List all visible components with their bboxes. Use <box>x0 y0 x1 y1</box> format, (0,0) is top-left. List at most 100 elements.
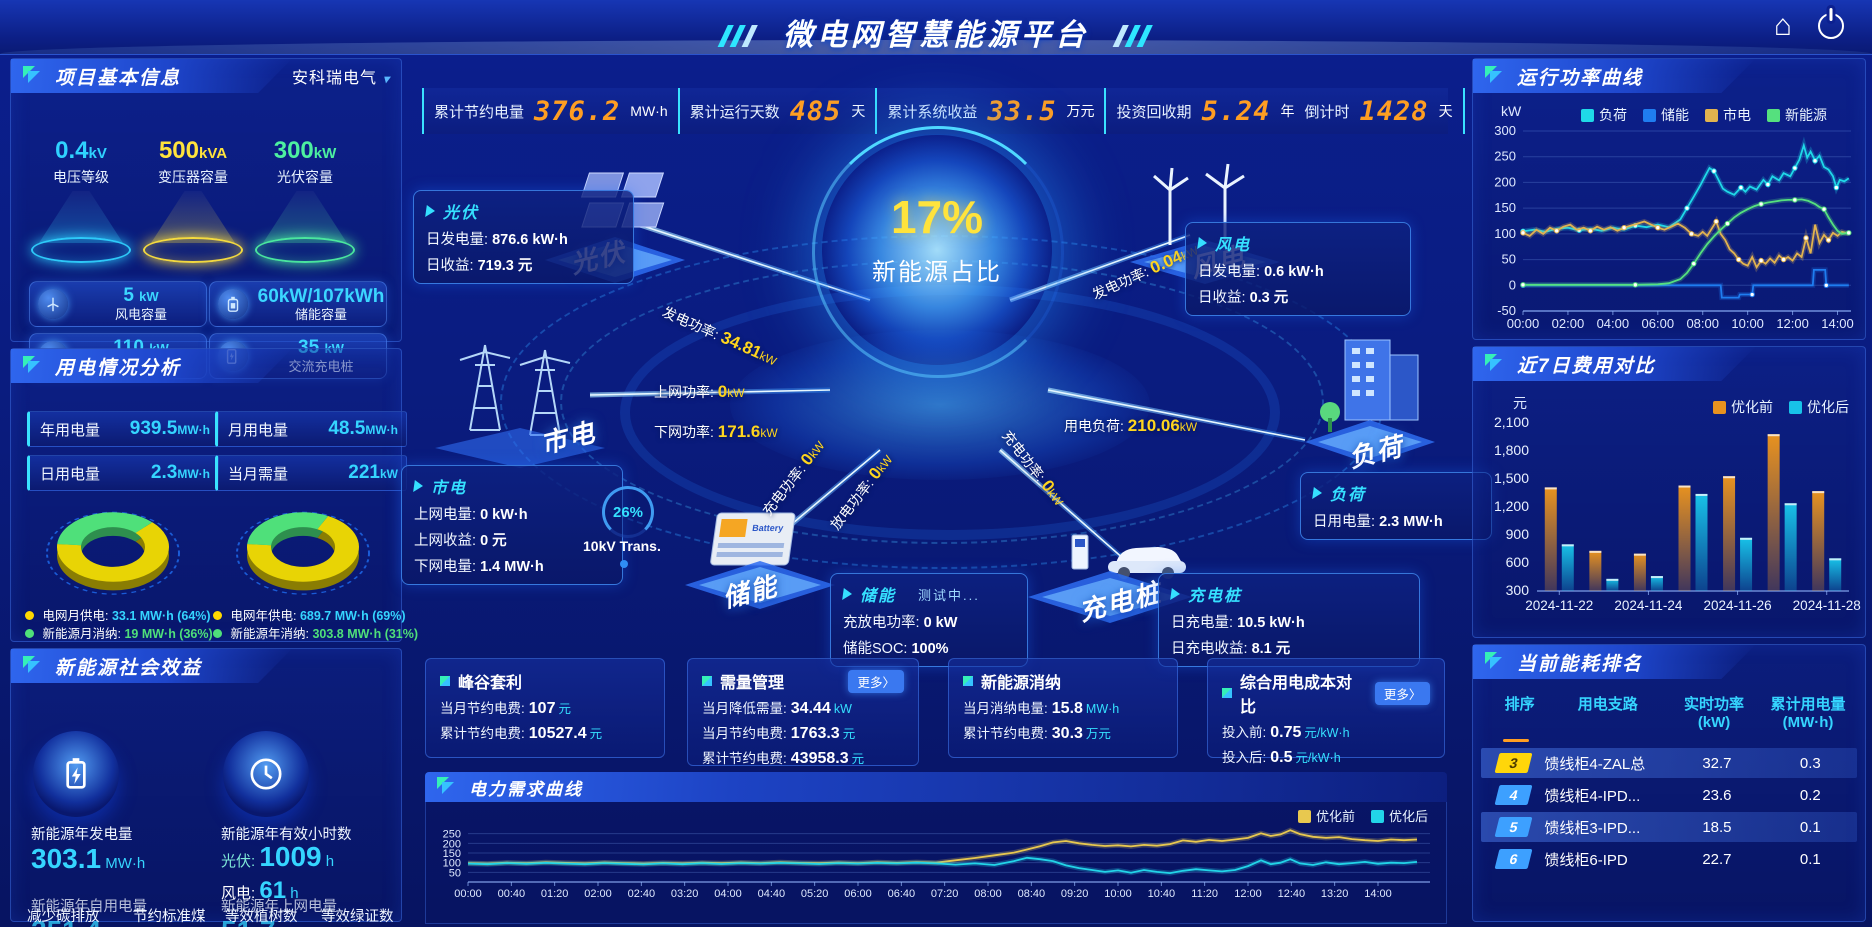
table-row[interactable]: 6 馈线柜6-IPD 22.7 0.1 <box>1481 844 1857 874</box>
benefit-label: 等效植树数 <box>225 909 298 925</box>
svg-text:05:20: 05:20 <box>801 888 829 900</box>
info-row: 日发电量: 0.6 kW·h <box>1198 264 1324 280</box>
company-dropdown[interactable]: 安科瑞电气 <box>291 70 377 87</box>
svg-text:300: 300 <box>1494 123 1516 138</box>
node-grid[interactable] <box>430 320 610 470</box>
panel-title: 近7日费用对比 <box>1517 355 1656 377</box>
cone-base-ring <box>255 237 355 263</box>
legend-item[interactable]: 优化后 <box>1370 806 1428 825</box>
card-row: 累计节约电费: 30.3 万元 <box>963 725 1111 742</box>
branch-name: 馈线柜6-IPD <box>1544 851 1628 869</box>
panel-title: 电力需求曲线 <box>469 779 583 799</box>
svg-text:2024-11-24: 2024-11-24 <box>1614 598 1683 613</box>
legend-item[interactable]: 新能源 <box>1767 105 1827 125</box>
legend-item[interactable]: 优化前 <box>1297 806 1355 825</box>
svg-text:00:00: 00:00 <box>454 888 482 900</box>
panel-project-info: 项目基本信息 安科瑞电气 ▾ 0.4kV 电压等级 500kVA 变压器容量 3… <box>10 58 402 379</box>
donut-legend-item[interactable]: 电网年供电: 689.7 MW·h (69%) <box>213 605 406 624</box>
chevron-right-icon <box>842 588 853 600</box>
card-title: 综合用电成本对比 <box>1240 675 1353 716</box>
realtime-power: 32.7 <box>1702 754 1732 772</box>
svg-text:04:40: 04:40 <box>758 888 786 900</box>
flow-label: 上网功率: 0kW <box>654 382 745 401</box>
info-box-title: 储能 <box>860 588 897 605</box>
card-title: 需量管理 <box>720 675 785 692</box>
capacity-cone: 500kVA 变压器容量 <box>137 137 249 263</box>
legend-item[interactable]: 优化后 <box>1789 397 1849 417</box>
legend-item[interactable]: 负荷 <box>1581 105 1627 125</box>
svg-text:00:40: 00:40 <box>498 888 526 900</box>
table-row[interactable]: 3 馈线柜4-ZAL总 32.7 0.3 <box>1481 748 1857 778</box>
kpi-label: 倒计时 <box>1304 103 1350 121</box>
benefit-label: 节约标准煤 <box>133 909 206 925</box>
more-button[interactable]: 更多〉 <box>1374 681 1430 705</box>
donut-legend-item[interactable]: 电网月供电: 33.1 MW·h (64%) <box>25 605 211 624</box>
transformer-load-gauge: 26% <box>602 486 654 538</box>
donut-legend-item[interactable]: 新能源月消纳: 19 MW·h (36%) <box>25 623 213 642</box>
chevron-right-icon <box>425 205 436 217</box>
kpi-segment: 累计运行天数 485 天 <box>677 88 876 134</box>
kpi-label: 累计系统收益 <box>887 103 978 121</box>
legend-swatch <box>1370 810 1384 823</box>
legend-label: 电网月供电: <box>42 609 109 623</box>
legend-item[interactable]: 优化前 <box>1713 397 1773 417</box>
flow-label: 下网功率: 171.6kW <box>654 422 778 441</box>
svg-text:100: 100 <box>1494 226 1516 241</box>
power-icon[interactable] <box>1818 13 1844 39</box>
info-box-wind: 风电 日发电量: 0.6 kW·h 日收益: 0.3 元 <box>1185 222 1411 316</box>
svg-text:04:00: 04:00 <box>714 888 742 900</box>
page-title: 微电网智慧能源平台 <box>717 10 1153 54</box>
node-storage[interactable]: Battery <box>675 495 845 615</box>
status-text: 测试中... <box>918 587 980 603</box>
rank-col-header: 用电支路 <box>1577 696 1638 713</box>
capacity-value: 60kW/107kWh <box>257 285 385 307</box>
panel-title: 运行功率曲线 <box>1517 67 1644 89</box>
cone-label: 电压等级 <box>53 169 109 185</box>
svg-text:1,800: 1,800 <box>1494 442 1529 458</box>
card-row: 当月降低需量: 34.44 kW <box>702 700 852 717</box>
legend-item[interactable]: 储能 <box>1643 105 1689 125</box>
info-box-charger: 充电桩 日充电量: 10.5 kW·h 日充电收益: 8.1 元 <box>1158 573 1420 667</box>
more-button[interactable]: 更多〉 <box>848 669 904 693</box>
home-icon[interactable]: ⌂ <box>1773 9 1792 42</box>
usage-stat-box: 当月需量 221kW <box>215 455 407 491</box>
energy-mix-donut <box>236 511 370 595</box>
benefit-label: 新能源年发电量 <box>31 827 133 843</box>
svg-text:200: 200 <box>1494 174 1516 189</box>
chevron-right-icon <box>413 480 424 492</box>
new-energy-ratio-value: 17% <box>890 191 984 243</box>
legend-swatch <box>1705 109 1718 122</box>
summary-card: 综合用电成本对比 更多〉 投入前: 0.75 元/kW·h 投入后: 0.5 元/kW·h <box>1207 658 1445 766</box>
legend-item[interactable]: 市电 <box>1705 105 1751 125</box>
pagination-dot[interactable] <box>620 560 628 568</box>
svg-text:10:40: 10:40 <box>1148 888 1176 900</box>
info-box-storage: 储能 测试中... 充放电功率: 0 kW 储能SOC: 100% <box>830 573 1028 667</box>
table-row[interactable]: 4 馈线柜4-IPD... 23.6 0.2 <box>1481 780 1857 810</box>
donut-legend-item[interactable]: 新能源年消纳: 303.8 MW·h (31%) <box>213 623 418 642</box>
node-charger[interactable] <box>1020 505 1200 625</box>
branch-name: 馈线柜3-IPD... <box>1544 819 1641 837</box>
svg-text:14:00: 14:00 <box>1821 316 1854 331</box>
realtime-power: 23.6 <box>1702 786 1732 804</box>
info-row: 上网收益: 0 元 <box>414 533 507 549</box>
info-row: 日充电量: 10.5 kW·h <box>1171 615 1305 631</box>
panel-corner-icon <box>23 656 41 674</box>
cone-base-ring <box>143 237 243 263</box>
rank-badge: 3 <box>1494 753 1533 773</box>
card-row: 投入前: 0.75 元/kW·h <box>1222 724 1350 741</box>
scroll-indicator[interactable] <box>1503 739 1529 742</box>
table-row[interactable]: 5 馈线柜3-IPD... 18.5 0.1 <box>1481 812 1857 842</box>
panel-corner-icon <box>1485 354 1503 372</box>
legend-swatch <box>1581 109 1594 122</box>
branch-name: 馈线柜4-IPD... <box>1544 787 1641 805</box>
chevron-down-icon[interactable]: ▾ <box>382 72 391 86</box>
card-row: 当月节约电费: 1763.3 元 <box>702 725 856 742</box>
header-wave-decoration <box>0 40 1872 54</box>
svg-text:10:00: 10:00 <box>1104 888 1132 900</box>
y-axis-unit: kW <box>1501 103 1522 119</box>
node-load[interactable] <box>1300 320 1440 480</box>
panel-title: 新能源社会效益 <box>55 657 203 679</box>
realtime-power: 18.5 <box>1702 818 1732 836</box>
capacity-box: 60kW/107kWh 储能容量 <box>209 281 387 327</box>
chevron-right-icon <box>1312 487 1323 499</box>
